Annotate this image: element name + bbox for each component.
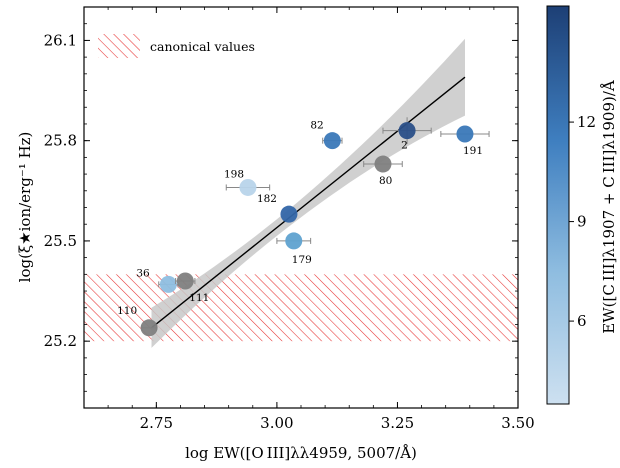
data-point (280, 205, 298, 223)
point-label: 191 (463, 145, 483, 157)
point-label: 110 (117, 305, 137, 317)
data-point (374, 155, 392, 173)
point-label: 179 (292, 254, 312, 266)
point-label: 182 (257, 193, 277, 205)
colorbar-tick-label: 12 (577, 113, 596, 131)
fit-confidence-band (151, 38, 465, 348)
data-point (176, 272, 194, 290)
point-label: 2 (401, 140, 408, 152)
point-label: 80 (379, 175, 392, 187)
x-tick-label: 3.25 (381, 414, 414, 432)
fit-line (151, 76, 466, 329)
plot-area (84, 38, 518, 348)
point-label: 36 (136, 267, 150, 279)
colorbar-tick-label: 6 (577, 312, 587, 330)
y-tick-label: 25.5 (44, 232, 77, 250)
point-label: 111 (189, 292, 209, 304)
x-tick-label: 3.00 (260, 414, 293, 432)
colorbar: 6 9 12 (546, 5, 596, 405)
y-tick-label: 25.2 (44, 332, 77, 350)
y-axis-title: log(ξ★ion/erg⁻¹ Hz) (16, 132, 34, 283)
legend-label: canonical values (150, 39, 255, 54)
data-point (140, 319, 158, 337)
data-point (239, 178, 257, 196)
axes: 82 2 191 80 198 182 179 36 111 110 2.75 3.00 3.25 3.5… (44, 7, 535, 432)
point-label: 82 (310, 120, 323, 132)
colorbar-title: EW([C III]λ1907 + C III]λ1909)/Å (600, 80, 618, 334)
data-point (456, 125, 474, 143)
data-point (159, 275, 177, 293)
x-tick-label: 2.75 (140, 414, 173, 432)
point-label: 198 (224, 168, 244, 180)
y-tick-label: 25.8 (44, 132, 77, 150)
colorbar-tick-label: 9 (577, 213, 587, 231)
data-point (398, 122, 416, 140)
data-point (323, 132, 341, 150)
x-axis-title: log EW([O III]λλ4959, 5007/Å) (185, 444, 417, 462)
colorbar-gradient (546, 5, 570, 405)
legend-swatch (98, 34, 140, 58)
data-point (285, 232, 303, 250)
x-tick-label: 3.50 (501, 414, 534, 432)
y-tick-label: 26.1 (44, 31, 77, 49)
